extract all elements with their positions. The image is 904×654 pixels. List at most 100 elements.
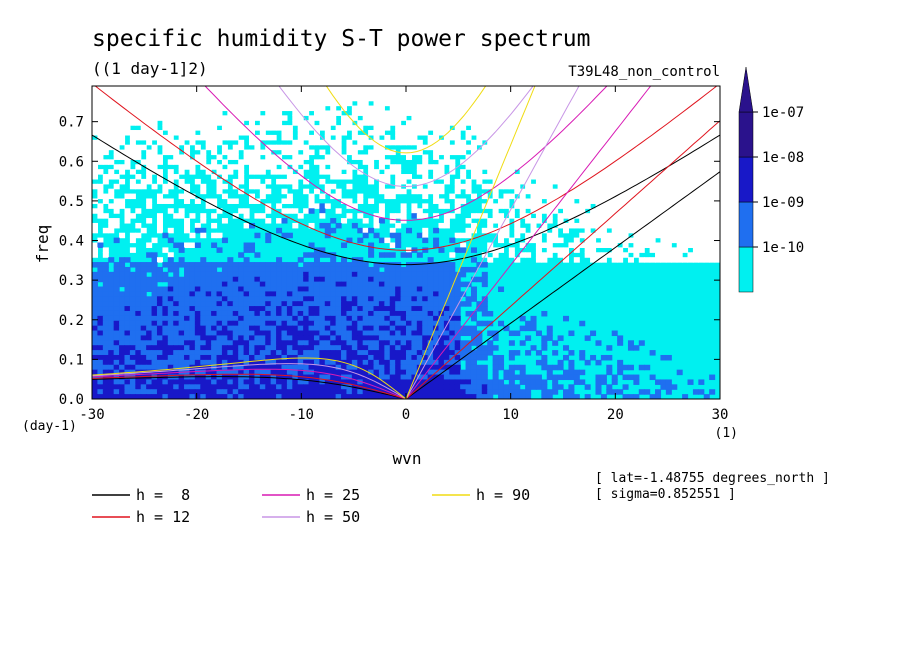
heatmap-cell <box>173 291 180 297</box>
heatmap-cell <box>281 281 288 288</box>
heatmap-cell <box>378 301 385 307</box>
heatmap-cell <box>655 222 662 229</box>
heatmap-cell <box>584 105 591 112</box>
heatmap-cell <box>692 100 699 107</box>
heatmap-cell <box>590 237 597 244</box>
heatmap-cell <box>97 379 104 385</box>
heatmap-cell <box>173 120 180 126</box>
heatmap-cell <box>660 208 667 214</box>
heatmap-cell <box>449 144 456 151</box>
heatmap-cell <box>389 340 396 346</box>
heatmap-cell <box>649 159 656 165</box>
heatmap-cell <box>671 213 678 219</box>
heatmap-cell <box>546 208 553 214</box>
heatmap-cell <box>184 281 191 288</box>
heatmap-cell <box>714 164 720 170</box>
heatmap-cell <box>292 183 299 190</box>
heatmap-cell <box>259 354 266 361</box>
heatmap-cell <box>270 306 277 312</box>
heatmap-cell <box>238 169 245 175</box>
heatmap-cell <box>443 374 450 381</box>
heatmap-cell <box>330 105 337 112</box>
heatmap-cell <box>649 139 656 146</box>
heatmap-cell <box>568 178 575 185</box>
heatmap-cell <box>254 301 261 307</box>
heatmap-cell <box>270 115 277 121</box>
heatmap-cell <box>454 144 461 151</box>
heatmap-cell <box>151 149 158 156</box>
heatmap-cell <box>535 374 542 381</box>
heatmap-cell <box>221 193 228 200</box>
heatmap-cell <box>627 149 634 156</box>
heatmap-cell <box>552 203 559 209</box>
heatmap-cell <box>579 86 586 92</box>
heatmap-cell <box>682 174 689 180</box>
heatmap-cell <box>395 95 402 102</box>
heatmap-cell <box>297 139 304 146</box>
heatmap-cell <box>633 86 640 92</box>
heatmap-cell <box>102 276 109 283</box>
heatmap-cell <box>595 159 602 165</box>
heatmap-cell <box>254 149 261 156</box>
heatmap-cell <box>487 218 494 224</box>
heatmap-cell <box>146 320 153 327</box>
heatmap-cell <box>546 247 553 253</box>
heatmap-cell <box>573 178 580 185</box>
heatmap-cell <box>227 354 234 361</box>
heatmap-cell <box>698 115 705 121</box>
heatmap-cell <box>492 384 499 390</box>
heatmap-cell <box>687 237 694 244</box>
heatmap-cell <box>259 95 266 102</box>
heatmap-cell <box>422 159 429 165</box>
heatmap-cell <box>378 350 385 356</box>
heatmap-cell <box>319 247 326 253</box>
heatmap-cell <box>124 130 131 136</box>
heatmap-cell <box>151 271 158 278</box>
heatmap-cell <box>292 369 299 376</box>
heatmap-cell <box>238 340 245 346</box>
heatmap-cell <box>438 291 445 297</box>
heatmap-cell <box>487 164 494 170</box>
heatmap-cell <box>189 379 196 385</box>
heatmap-cell <box>184 330 191 337</box>
heatmap-cell <box>665 208 672 214</box>
heatmap-cell <box>400 203 407 209</box>
heatmap-cell <box>389 86 396 92</box>
heatmap-cell <box>470 276 477 283</box>
heatmap-cell <box>162 389 169 395</box>
heatmap-cell <box>638 164 645 170</box>
heatmap-cell <box>416 374 423 381</box>
heatmap-cell <box>346 286 353 293</box>
heatmap-cell <box>92 90 99 97</box>
heatmap-cell <box>92 154 99 160</box>
heatmap-cell <box>552 232 559 239</box>
heatmap-cell <box>140 130 147 136</box>
heatmap-cell <box>384 379 391 385</box>
heatmap-cell <box>460 183 467 190</box>
heatmap-cell <box>427 120 434 126</box>
heatmap-cell <box>194 330 201 337</box>
heatmap-cell <box>546 115 553 121</box>
heatmap-cell <box>341 306 348 312</box>
heatmap-cell <box>698 144 705 151</box>
heatmap-cell <box>265 188 272 195</box>
heatmap-cell <box>535 203 542 209</box>
heatmap-cell <box>373 369 380 376</box>
heatmap-cell <box>671 178 678 185</box>
heatmap-cell <box>211 120 218 126</box>
heatmap-cell <box>546 242 553 248</box>
heatmap-cell <box>211 125 218 131</box>
heatmap-cell <box>530 139 537 146</box>
heatmap-cell <box>184 262 191 268</box>
heatmap-cell <box>476 345 483 351</box>
heatmap-cell <box>660 174 667 180</box>
heatmap-cell <box>595 183 602 190</box>
heatmap-cell <box>508 384 515 390</box>
heatmap-cell <box>243 281 250 288</box>
heatmap-cell <box>270 359 277 366</box>
heatmap-cell <box>503 86 510 92</box>
heatmap-cell <box>470 359 477 366</box>
heatmap-cell <box>324 364 331 371</box>
heatmap-cell <box>92 330 99 337</box>
heatmap-cell <box>692 188 699 195</box>
